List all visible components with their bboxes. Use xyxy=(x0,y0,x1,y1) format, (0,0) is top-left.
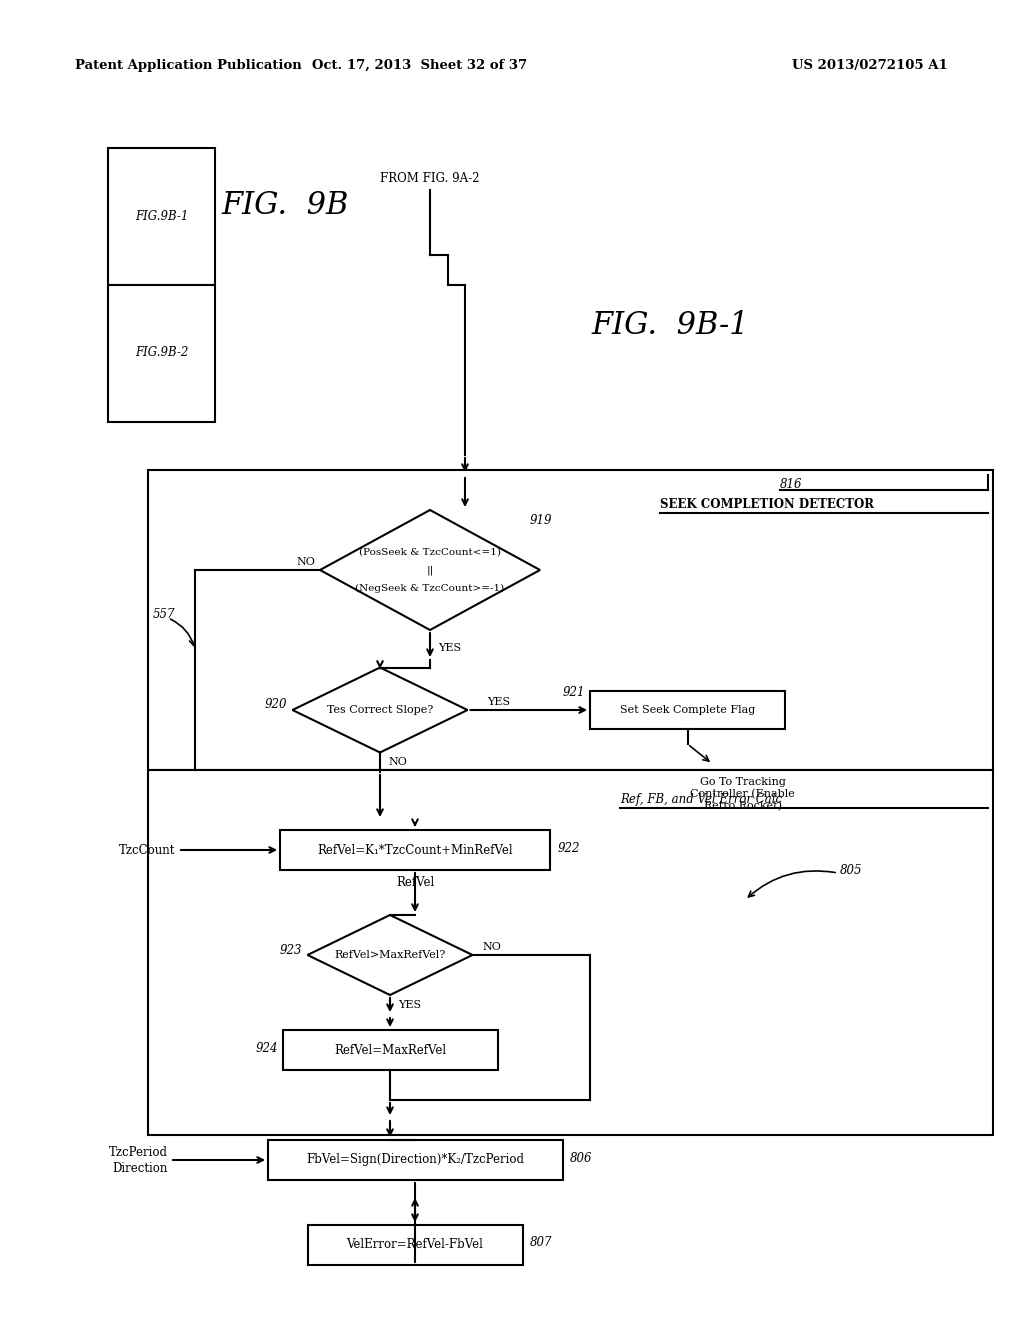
Text: SEEK COMPLETION DETECTOR: SEEK COMPLETION DETECTOR xyxy=(660,499,874,511)
Text: 924: 924 xyxy=(256,1041,278,1055)
Text: FbVel=Sign(Direction)*K₂/TzcPeriod: FbVel=Sign(Direction)*K₂/TzcPeriod xyxy=(306,1154,524,1167)
Text: FROM FIG. 9A-2: FROM FIG. 9A-2 xyxy=(380,172,480,185)
Text: RefVel=MaxRefVel: RefVel=MaxRefVel xyxy=(334,1044,446,1056)
Text: Patent Application Publication: Patent Application Publication xyxy=(75,58,302,71)
Bar xyxy=(148,770,993,1135)
Text: FIG.9B-1: FIG.9B-1 xyxy=(135,210,188,223)
Text: Set Seek Complete Flag: Set Seek Complete Flag xyxy=(620,705,755,715)
Text: Tes Correct Slope?: Tes Correct Slope? xyxy=(327,705,433,715)
Text: 806: 806 xyxy=(570,1151,593,1164)
Text: RefVel=K₁*TzcCount+MinRefVel: RefVel=K₁*TzcCount+MinRefVel xyxy=(317,843,513,857)
Text: 922: 922 xyxy=(558,842,581,854)
Text: RefVel: RefVel xyxy=(396,875,434,888)
Text: ||: || xyxy=(426,565,433,574)
Bar xyxy=(268,1140,563,1180)
Polygon shape xyxy=(307,915,472,995)
Text: (PosSeek & TzcCount<=1): (PosSeek & TzcCount<=1) xyxy=(359,548,501,557)
Bar xyxy=(308,1225,523,1265)
Text: NO: NO xyxy=(296,557,315,568)
Text: VelError=RefVel-FbVel: VelError=RefVel-FbVel xyxy=(346,1238,483,1251)
Text: 919: 919 xyxy=(530,513,553,527)
Text: TzcPeriod: TzcPeriod xyxy=(109,1146,168,1159)
Text: YES: YES xyxy=(487,697,511,708)
Text: RefVel>MaxRefVel?: RefVel>MaxRefVel? xyxy=(335,950,445,960)
Text: 921: 921 xyxy=(562,685,585,698)
Text: NO: NO xyxy=(482,942,502,952)
Text: Ref, FB, and Vel Error Calc: Ref, FB, and Vel Error Calc xyxy=(620,793,782,807)
Bar xyxy=(108,148,215,285)
Text: YES: YES xyxy=(398,1001,421,1010)
Text: 816: 816 xyxy=(780,479,803,491)
Text: Go To Tracking
Controller (Enable
Retro Rocket): Go To Tracking Controller (Enable Retro … xyxy=(690,777,795,810)
Polygon shape xyxy=(319,510,540,630)
Text: 920: 920 xyxy=(265,698,288,711)
Text: NO: NO xyxy=(388,756,407,767)
Text: YES: YES xyxy=(438,643,461,653)
Text: FIG.  9B-1: FIG. 9B-1 xyxy=(591,309,749,341)
Text: Direction: Direction xyxy=(113,1162,168,1175)
Bar xyxy=(148,470,993,770)
Text: TzcCount: TzcCount xyxy=(119,843,175,857)
Polygon shape xyxy=(293,668,468,752)
Text: FIG.  9B: FIG. 9B xyxy=(221,190,349,220)
Text: 807: 807 xyxy=(530,1237,553,1250)
Text: Oct. 17, 2013  Sheet 32 of 37: Oct. 17, 2013 Sheet 32 of 37 xyxy=(312,58,527,71)
Bar xyxy=(280,830,550,870)
Text: FIG.9B-2: FIG.9B-2 xyxy=(135,346,188,359)
Bar xyxy=(283,1030,498,1071)
Bar xyxy=(590,690,785,729)
Text: 805: 805 xyxy=(840,863,862,876)
Text: 923: 923 xyxy=(280,944,302,957)
Text: 557: 557 xyxy=(153,609,175,622)
Bar xyxy=(108,285,215,422)
Text: US 2013/0272105 A1: US 2013/0272105 A1 xyxy=(793,58,948,71)
Text: (NegSeek & TzcCount>=-1): (NegSeek & TzcCount>=-1) xyxy=(355,583,505,593)
